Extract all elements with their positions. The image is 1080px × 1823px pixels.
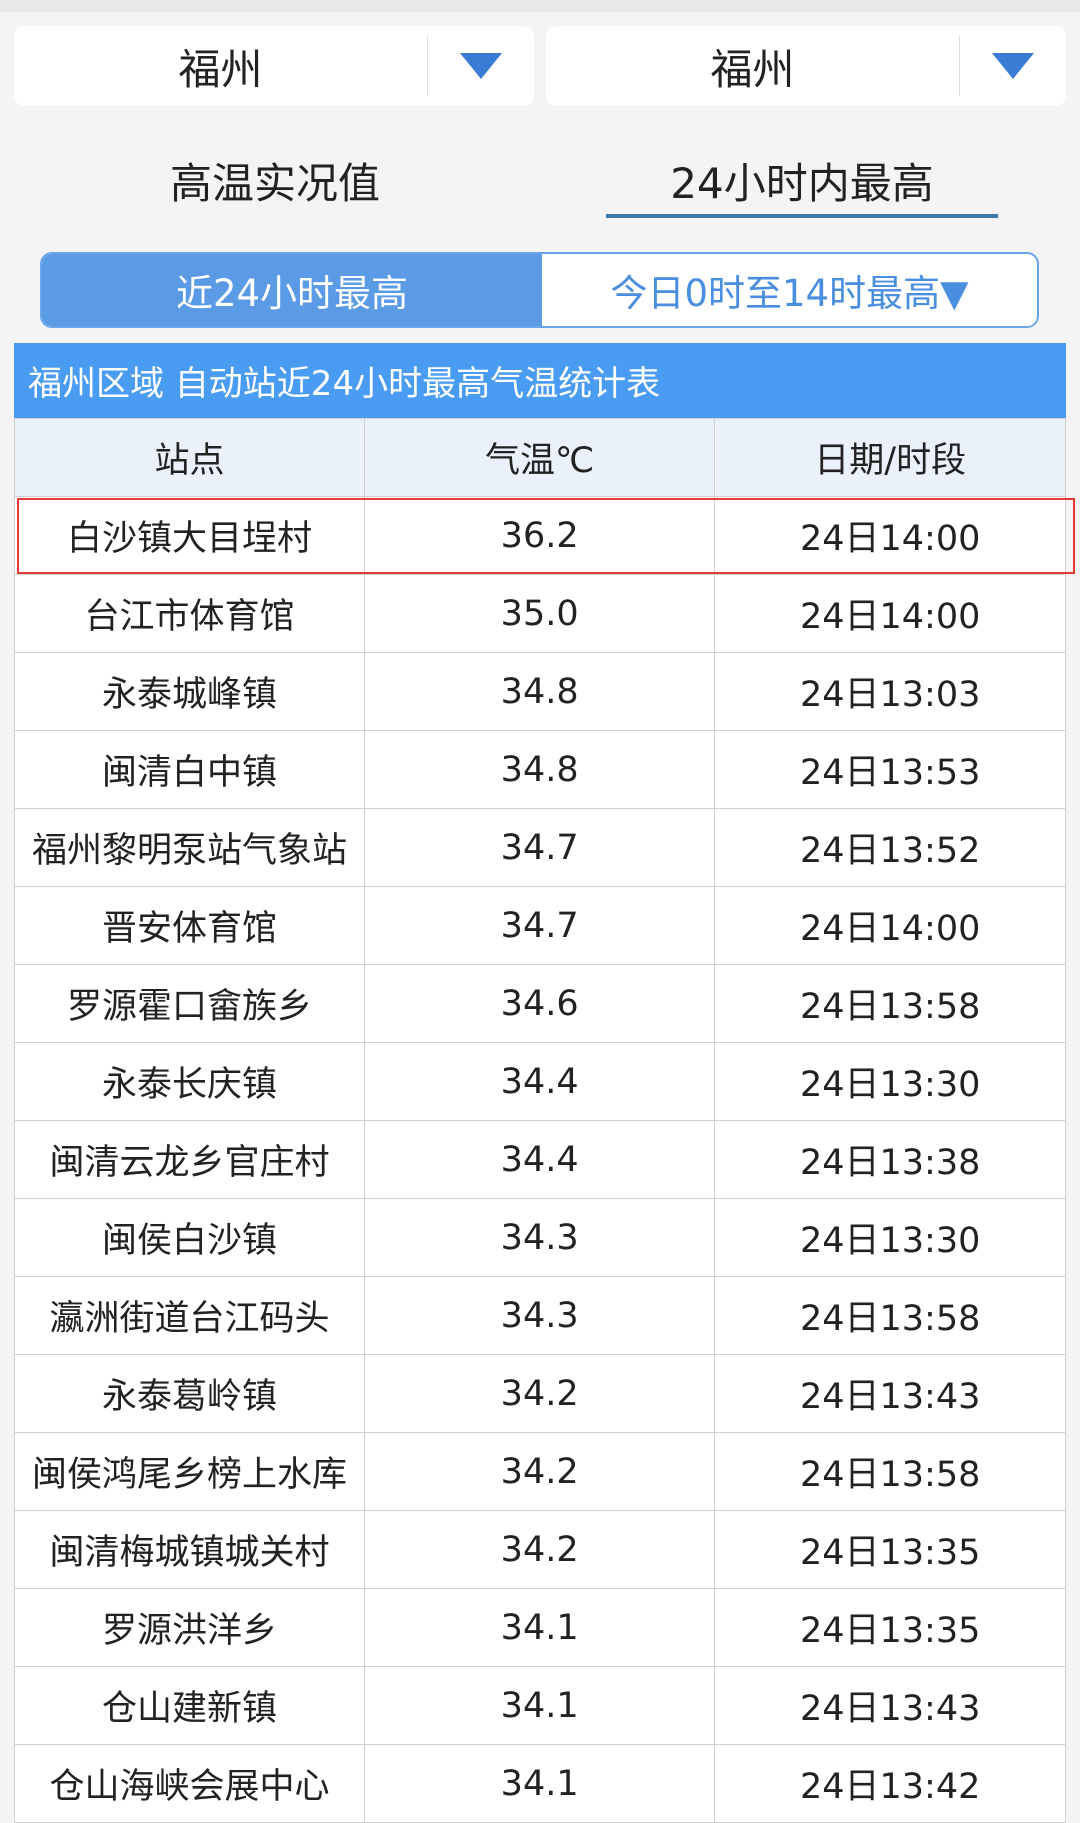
table-row[interactable]: 白沙镇大目埕村 36.2 24日14:00 — [14, 496, 1066, 575]
temperature-cell: 34.4 — [363, 1042, 716, 1121]
divider — [427, 36, 428, 96]
dropdown-value: 福州 — [178, 44, 263, 94]
datetime-cell: 24日13:58 — [714, 1276, 1066, 1355]
table-row[interactable]: 永泰城峰镇 34.8 24日13:03 — [14, 652, 1066, 731]
table-row[interactable]: 仓山建新镇 34.1 24日13:43 — [14, 1666, 1066, 1745]
station-cell: 永泰城峰镇 — [14, 652, 365, 731]
datetime-cell: 24日13:42 — [714, 1744, 1066, 1823]
table-row[interactable]: 罗源霍口畲族乡 34.6 24日13:58 — [14, 964, 1066, 1043]
temperature-cell: 34.8 — [363, 652, 716, 731]
datetime-cell: 24日13:30 — [714, 1042, 1066, 1121]
table-row[interactable]: 闽侯白沙镇 34.3 24日13:30 — [14, 1198, 1066, 1277]
active-tab-underline — [606, 214, 998, 218]
table-row[interactable]: 闽清梅城镇城关村 34.2 24日13:35 — [14, 1510, 1066, 1589]
temperature-cell: 34.7 — [363, 886, 716, 965]
datetime-cell: 24日13:58 — [714, 1432, 1066, 1511]
region-dropdown-1[interactable]: 福州 — [14, 26, 534, 106]
temperature-table: 站点 气温℃ 日期/时段 白沙镇大目埕村 36.2 24日14:00 台江市体育馆 35… — [14, 418, 1066, 1823]
table-row[interactable]: 永泰长庆镇 34.4 24日13:30 — [14, 1042, 1066, 1121]
temperature-cell: 34.3 — [363, 1276, 716, 1355]
datetime-cell: 24日14:00 — [714, 574, 1066, 653]
datetime-cell: 24日13:52 — [714, 808, 1066, 887]
table-row[interactable]: 福州黎明泵站气象站 34.7 24日13:52 — [14, 808, 1066, 887]
station-cell: 仓山建新镇 — [14, 1666, 365, 1745]
station-cell: 罗源霍口畲族乡 — [14, 964, 365, 1043]
temperature-cell: 34.3 — [363, 1198, 716, 1277]
temperature-cell: 34.1 — [363, 1744, 716, 1823]
station-cell: 仓山海峡会展中心 — [14, 1744, 365, 1823]
temperature-cell: 34.2 — [363, 1354, 716, 1433]
station-cell: 闽清梅城镇城关村 — [14, 1510, 365, 1589]
temperature-cell: 36.2 — [363, 496, 716, 575]
temperature-cell: 34.6 — [363, 964, 716, 1043]
segment-today-0-14[interactable]: 今日0时至14时最高▼ — [610, 272, 969, 315]
datetime-cell: 24日13:30 — [714, 1198, 1066, 1277]
datetime-cell: 24日13:35 — [714, 1510, 1066, 1589]
region-dropdown-2[interactable]: 福州 — [546, 26, 1066, 106]
period-segmented-control: 近24小时最高 今日0时至14时最高▼ — [40, 252, 1039, 328]
temperature-cell: 34.2 — [363, 1432, 716, 1511]
station-cell: 闽侯鸿尾乡榜上水库 — [14, 1432, 365, 1511]
station-cell: 闽清云龙乡官庄村 — [14, 1120, 365, 1199]
datetime-cell: 24日13:53 — [714, 730, 1066, 809]
tab-high-temp-observed[interactable]: 高温实况值 — [169, 159, 380, 208]
station-cell: 白沙镇大目埕村 — [14, 496, 365, 575]
datetime-cell: 24日13:03 — [714, 652, 1066, 731]
datetime-cell: 24日13:43 — [714, 1666, 1066, 1745]
temperature-cell: 34.2 — [363, 1510, 716, 1589]
tab-24h-max[interactable]: 24小时内最高 — [670, 159, 934, 208]
table-row[interactable]: 罗源洪洋乡 34.1 24日13:35 — [14, 1588, 1066, 1667]
dropdown-value: 福州 — [710, 44, 795, 94]
datetime-cell: 24日14:00 — [714, 886, 1066, 965]
triangle-down-icon[interactable] — [960, 53, 1066, 79]
datetime-cell: 24日14:00 — [714, 496, 1066, 575]
station-cell: 罗源洪洋乡 — [14, 1588, 365, 1667]
temperature-cell: 35.0 — [363, 574, 716, 653]
datetime-cell: 24日13:58 — [714, 964, 1066, 1043]
datetime-cell: 24日13:43 — [714, 1354, 1066, 1433]
segment-last-24h[interactable]: 近24小时最高 — [42, 254, 542, 326]
table-row[interactable]: 瀛洲街道台江码头 34.3 24日13:58 — [14, 1276, 1066, 1355]
station-cell: 永泰葛岭镇 — [14, 1354, 365, 1433]
table-title: 福州区域 自动站近24小时最高气温统计表 — [14, 343, 1066, 418]
temperature-cell: 34.8 — [363, 730, 716, 809]
temperature-cell: 34.7 — [363, 808, 716, 887]
triangle-down-icon[interactable] — [428, 53, 534, 79]
station-cell: 闽清白中镇 — [14, 730, 365, 809]
station-cell: 晋安体育馆 — [14, 886, 365, 965]
table-row[interactable]: 台江市体育馆 35.0 24日14:00 — [14, 574, 1066, 653]
table-row[interactable]: 仓山海峡会展中心 34.1 24日13:42 — [14, 1744, 1066, 1823]
temperature-cell: 34.1 — [363, 1666, 716, 1745]
table-row[interactable]: 闽清白中镇 34.8 24日13:53 — [14, 730, 1066, 809]
datetime-cell: 24日13:35 — [714, 1588, 1066, 1667]
table-header-row: 站点 气温℃ 日期/时段 — [14, 418, 1066, 497]
table-row[interactable]: 永泰葛岭镇 34.2 24日13:43 — [14, 1354, 1066, 1433]
station-cell: 闽侯白沙镇 — [14, 1198, 365, 1277]
datetime-cell: 24日13:38 — [714, 1120, 1066, 1199]
station-cell: 台江市体育馆 — [14, 574, 365, 653]
header-temperature: 气温℃ — [363, 418, 716, 497]
header-station: 站点 — [14, 418, 365, 497]
station-cell: 瀛洲街道台江码头 — [14, 1276, 365, 1355]
temperature-cell: 34.1 — [363, 1588, 716, 1667]
top-bar — [0, 0, 1080, 12]
table-row[interactable]: 闽清云龙乡官庄村 34.4 24日13:38 — [14, 1120, 1066, 1199]
header-datetime: 日期/时段 — [714, 418, 1066, 497]
station-cell: 永泰长庆镇 — [14, 1042, 365, 1121]
table-row[interactable]: 晋安体育馆 34.7 24日14:00 — [14, 886, 1066, 965]
divider — [959, 36, 960, 96]
table-row[interactable]: 闽侯鸿尾乡榜上水库 34.2 24日13:58 — [14, 1432, 1066, 1511]
station-cell: 福州黎明泵站气象站 — [14, 808, 365, 887]
temperature-cell: 34.4 — [363, 1120, 716, 1199]
